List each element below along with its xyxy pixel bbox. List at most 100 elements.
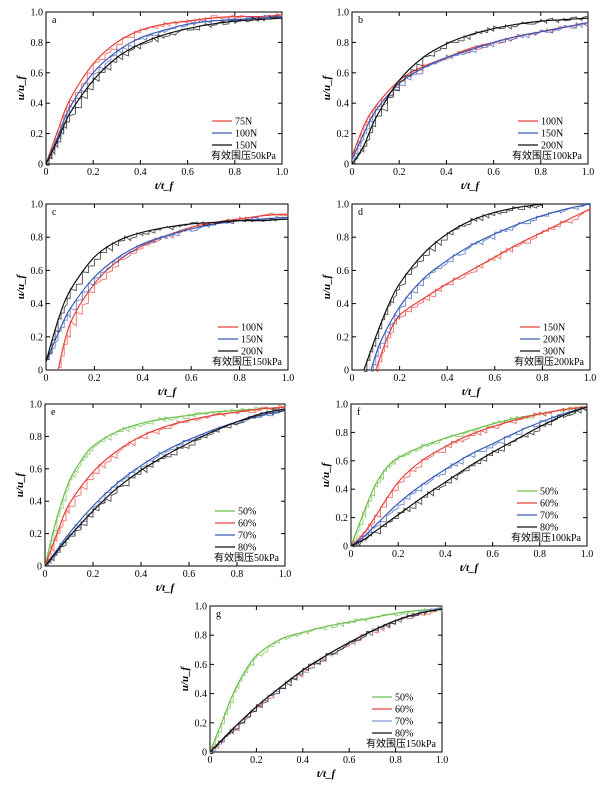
y-tick-label: 1.0 xyxy=(336,400,349,411)
x-axis-label: t/t_f xyxy=(158,386,178,398)
panel-annotation: 有效围压100kPa xyxy=(511,531,582,544)
y-tick-label: 0.2 xyxy=(337,129,350,140)
y-tick-label: 0.2 xyxy=(31,332,44,343)
plot-frame xyxy=(209,605,443,753)
y-tick-label: 1.0 xyxy=(31,200,44,211)
y-tick-label: 0.2 xyxy=(31,129,44,140)
legend-label: 50% xyxy=(238,507,256,518)
y-tick-label: 0 xyxy=(37,562,42,573)
y-tick-label: 0.6 xyxy=(31,266,44,277)
y-axis-label: u/u_f xyxy=(321,273,333,299)
panel-letter: c xyxy=(52,207,57,218)
y-tick-label: 0.6 xyxy=(31,68,44,79)
panel-annotation: 有效围压50kPa xyxy=(211,149,277,162)
series-fit-150N xyxy=(351,22,589,160)
legend-label: 50% xyxy=(395,693,413,704)
x-axis-label: t/t_f xyxy=(462,386,482,398)
x-axis-label: t/t_f xyxy=(460,562,480,574)
x-axis-label: t/t_f xyxy=(317,768,337,780)
series-fit-80% xyxy=(209,608,443,753)
y-tick-label: 0.2 xyxy=(195,718,208,729)
series-fit-150N xyxy=(45,17,283,165)
x-tick-label: 0.4 xyxy=(440,167,453,178)
series-measured-100N xyxy=(352,22,589,157)
y-tick-label: 1.0 xyxy=(337,200,350,211)
chart-panel-e: 0 0.2 0.4 0.6 0.8 1.0 0 0.2 0.4 0.6 0.8 1.0 t/t_f u/u… xyxy=(14,400,291,595)
y-tick-label: 0.4 xyxy=(31,99,44,110)
series-measured-200N xyxy=(352,15,589,165)
series-fit-50% xyxy=(209,608,443,753)
legend-label: 100N xyxy=(235,129,257,140)
y-tick-label: 0 xyxy=(343,542,348,553)
legend-label: 200N xyxy=(241,347,263,358)
y-tick-label: 0 xyxy=(38,366,43,377)
x-tick-label: 0.8 xyxy=(535,167,548,178)
y-tick-label: 0.8 xyxy=(195,631,208,642)
panel-letter: e xyxy=(51,407,56,418)
y-axis-label: u/u_f xyxy=(320,461,332,487)
x-tick-label: 0.2 xyxy=(392,549,405,560)
legend-label: 200N xyxy=(543,335,565,346)
x-tick-label: 0.4 xyxy=(439,549,452,560)
y-tick-label: 0.4 xyxy=(31,299,44,310)
x-axis-label: t/t_f xyxy=(461,180,481,192)
plot-frame xyxy=(44,403,286,567)
x-tick-label: 0.4 xyxy=(441,373,454,384)
x-tick-label: 0.8 xyxy=(536,373,549,384)
y-tick-label: 0.6 xyxy=(337,266,350,277)
legend-label: 100N xyxy=(541,117,563,128)
legend-label: 70% xyxy=(395,717,413,728)
y-tick-label: 0.6 xyxy=(337,68,350,79)
plot-frame xyxy=(351,11,589,165)
legend-label: 70% xyxy=(540,511,558,522)
series-measured-150N xyxy=(46,15,283,166)
x-tick-label: 0.2 xyxy=(250,755,263,766)
x-tick-label: 0.4 xyxy=(297,755,310,766)
series-fit-100N xyxy=(45,16,283,165)
legend-label: 75N xyxy=(235,117,252,128)
legend-label: 70% xyxy=(238,531,256,542)
panel-letter: d xyxy=(358,207,363,218)
chart-panel-d: 0 0.2 0.4 0.6 0.8 1.0 0 0.2 0.4 0.6 0.8 1.0 t/t_f u/u… xyxy=(321,200,596,399)
x-tick-label: 0.2 xyxy=(393,373,406,384)
series-fit-200N xyxy=(351,17,589,165)
y-tick-label: 1.0 xyxy=(195,602,208,613)
legend-label: 150N xyxy=(241,335,263,346)
y-axis-label: u/u_f xyxy=(321,74,333,100)
x-tick-label: 0.2 xyxy=(87,167,100,178)
y-tick-label: 0.2 xyxy=(30,529,43,540)
series-fit-150N xyxy=(375,208,591,371)
panel-annotation: 有效围压150kPa xyxy=(212,355,283,368)
legend-label: 60% xyxy=(395,705,413,716)
series-measured-150N xyxy=(375,209,591,372)
x-tick-label: 0.6 xyxy=(183,569,196,580)
x-tick-label: 0.8 xyxy=(233,373,246,384)
legend-label: 80% xyxy=(395,729,413,740)
legend-label: 150N xyxy=(541,129,563,140)
panel-annotation: 有效围压100kPa xyxy=(512,149,583,162)
y-tick-label: 0.8 xyxy=(30,432,43,443)
plot-frame xyxy=(45,11,283,165)
y-tick-label: 0.2 xyxy=(336,513,349,524)
series-measured-80% xyxy=(45,408,286,567)
x-tick-label: 1.0 xyxy=(279,569,292,580)
panel-letter: f xyxy=(357,407,361,418)
chart-panel-c: 0 0.2 0.4 0.6 0.8 1.0 0 0.2 0.4 0.6 0.8 1.0 t/t_f u/u… xyxy=(15,200,294,399)
x-tick-label: 0.6 xyxy=(181,167,194,178)
x-tick-label: 1.0 xyxy=(436,755,449,766)
y-tick-label: 0 xyxy=(38,160,43,171)
x-tick-label: 0.2 xyxy=(88,373,101,384)
x-tick-label: 0.8 xyxy=(534,549,547,560)
chart-panel-b: 0 0.2 0.4 0.6 0.8 1.0 0 0.2 0.4 0.6 0.8 1.0 t/t_f u/u… xyxy=(321,8,594,193)
legend-label: 150N xyxy=(235,141,257,152)
y-axis-label: u/u_f xyxy=(15,74,27,100)
plot-frame xyxy=(45,203,289,371)
chart-panel-f: 0 0.2 0.4 0.6 0.8 1.0 0 0.2 0.4 0.6 0.8 1.0 t/t_f u/u… xyxy=(320,400,593,575)
chart-panel-a: 0 0.2 0.4 0.6 0.8 1.0 0 0.2 0.4 0.6 0.8 1.0 t/t_f u/u… xyxy=(15,8,288,193)
x-tick-label: 1.0 xyxy=(582,167,595,178)
x-tick-label: 0 xyxy=(349,549,354,560)
legend-label: 60% xyxy=(540,499,558,510)
x-tick-label: 1.0 xyxy=(584,373,597,384)
x-tick-label: 0.6 xyxy=(486,549,499,560)
x-tick-label: 0.6 xyxy=(185,373,198,384)
